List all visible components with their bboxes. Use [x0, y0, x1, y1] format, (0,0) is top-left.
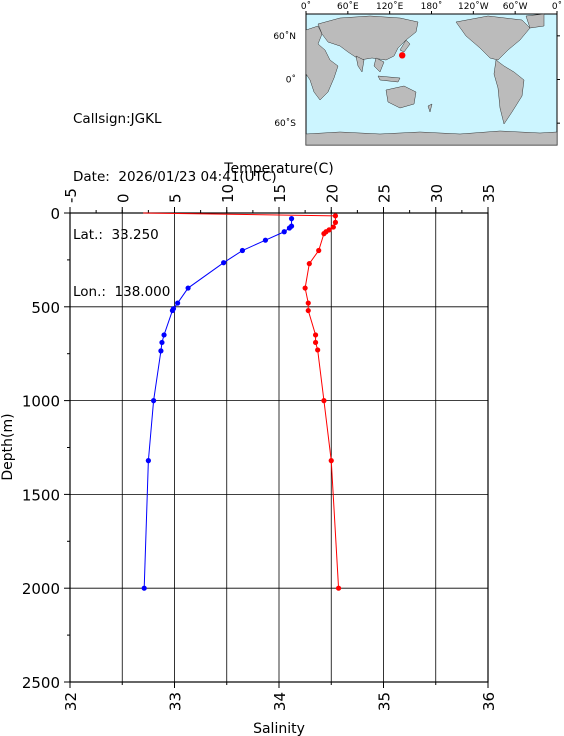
temperature-point: [323, 229, 329, 235]
depth-tick-label: 2000: [22, 580, 60, 598]
map-lon-label: 120˚W: [458, 1, 489, 12]
salinity-point: [151, 398, 157, 404]
world-map: 0˚ 60˚E 120˚E 180˚ 120˚W 60˚W 0˚ 60˚N 0˚ 60˚S: [273, 1, 562, 146]
salinity-point: [161, 332, 167, 338]
depth-tick-label: 1500: [22, 486, 60, 504]
depth-tick-label: 500: [31, 299, 60, 317]
map-lat-label: 0˚: [286, 75, 296, 86]
map-lon-label: 60˚E: [337, 1, 359, 12]
salinity-point: [286, 225, 293, 231]
salinity-axis-title: Salinity: [253, 721, 305, 736]
temperature-point: [321, 231, 327, 237]
temperature-point: [332, 219, 339, 225]
lat-text: Lat.: 33.250: [73, 226, 159, 243]
salinity-point: [288, 216, 295, 222]
temperature-tick-label: 20: [323, 184, 341, 203]
salinity-point: [159, 339, 165, 346]
depth-axis: 0 500 1000 1500 2000 2500: [22, 205, 70, 692]
map-lon-label: 0˚: [301, 1, 311, 12]
map-lon-label: 0˚: [552, 1, 562, 12]
temperature-point: [305, 307, 311, 314]
temperature-tick-label: 35: [480, 184, 498, 203]
map-lon-label: 180˚: [421, 1, 443, 12]
temperature-point: [330, 224, 336, 230]
temperature-point: [305, 300, 311, 306]
lon-text: Lon.: 138.000: [73, 284, 171, 301]
depth-axis-title: Depth(m): [0, 413, 16, 480]
temperature-point: [315, 347, 321, 353]
temperature-point: [321, 398, 327, 404]
salinity-tick-label: 36: [480, 692, 498, 711]
temperature-point: [335, 585, 342, 591]
station-marker: [399, 52, 406, 59]
temperature-point: [328, 458, 334, 464]
salinity-tick-label: 35: [376, 692, 394, 711]
depth-tick-label: 0: [50, 205, 60, 223]
map-lat-label: 60˚N: [273, 31, 296, 42]
salinity-point: [141, 585, 147, 591]
depth-tick-label: 2500: [22, 674, 60, 692]
temperature-point: [312, 332, 319, 338]
callsign-text: Callsign:JGKL: [73, 111, 162, 128]
temperature-tick-label: 25: [376, 184, 394, 203]
salinity-tick-label: 33: [167, 692, 185, 711]
temperature-point: [302, 285, 308, 291]
map-lon-label: 60˚W: [503, 1, 528, 12]
salinity-axis: 32 33 34 35 36: [62, 682, 498, 711]
map-lat-label: 60˚S: [274, 118, 296, 129]
temperature-point: [326, 227, 332, 233]
temperature-point: [316, 247, 322, 254]
map-land: [305, 13, 558, 146]
temperature-tick-label: 30: [428, 184, 446, 203]
temperature-point: [312, 339, 319, 346]
temperature-line: [304, 215, 340, 589]
depth-tick-label: 1000: [22, 393, 60, 411]
salinity-point: [288, 223, 295, 229]
salinity-point: [145, 458, 151, 464]
map-axis-labels: 0˚ 60˚E 120˚E 180˚ 120˚W 60˚W 0˚ 60˚N 0˚ 60˚S: [273, 1, 562, 129]
salinity-tick-label: 34: [271, 692, 289, 711]
salinity-point: [158, 348, 164, 354]
salinity-point: [281, 229, 287, 235]
temperature-point: [306, 261, 312, 267]
salinity-tick-label: 32: [62, 692, 80, 711]
date-text: Date: 2026/01/23 04:41(UTC): [73, 169, 277, 185]
temperature-point: [332, 213, 339, 219]
map-lon-label: 120˚E: [376, 1, 404, 12]
